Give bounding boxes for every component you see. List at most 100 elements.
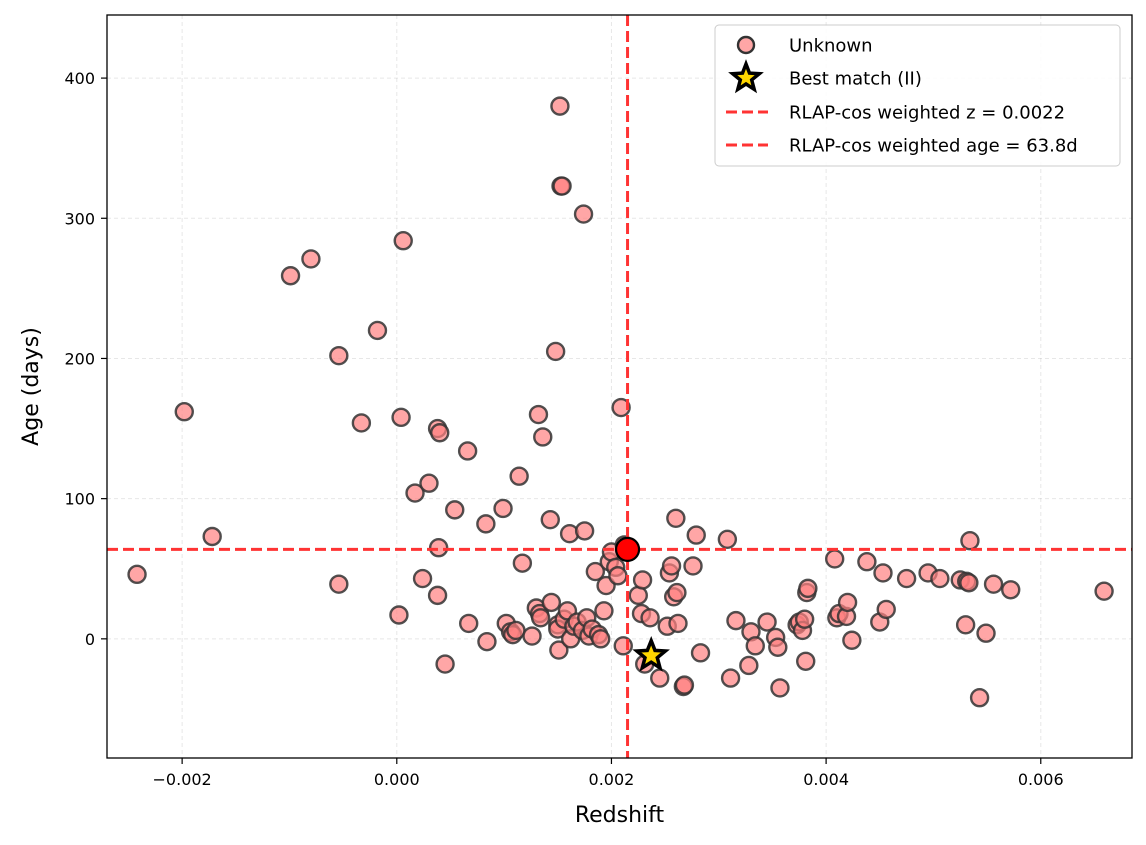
legend-unknown-icon <box>736 35 756 55</box>
data-point <box>509 466 529 486</box>
data-point <box>541 592 562 613</box>
data-point <box>477 631 497 652</box>
x-tick-label: −0.002 <box>153 770 212 789</box>
legend-label-best-match: Best match (II) <box>789 69 922 90</box>
data-point <box>955 615 976 635</box>
plot-frame <box>106 14 1133 759</box>
data-point <box>796 651 816 671</box>
data-point <box>726 610 746 631</box>
data-point <box>573 204 594 224</box>
data-point <box>666 508 686 528</box>
data-point <box>419 473 439 493</box>
data-point <box>550 96 570 116</box>
data-point <box>857 552 877 572</box>
data-point <box>976 623 996 643</box>
data-point <box>459 613 479 634</box>
weighted-estimate-marker <box>614 536 641 562</box>
data-point <box>686 525 706 545</box>
data-point <box>608 566 628 586</box>
x-axis-label: Redshift <box>575 803 665 828</box>
x-tick-label: 0.000 <box>374 770 420 789</box>
y-tick-label: 400 <box>64 69 95 88</box>
data-point <box>739 655 759 676</box>
data-point <box>896 568 917 589</box>
data-point <box>493 498 513 519</box>
data-point <box>768 637 788 657</box>
data-point <box>405 483 425 503</box>
data-point <box>690 643 711 663</box>
y-tick-label: 200 <box>64 349 95 368</box>
data-point <box>280 266 301 286</box>
data-point <box>435 654 455 674</box>
best-match-star <box>632 635 670 672</box>
data-points <box>127 96 1114 708</box>
data-point <box>1001 580 1021 600</box>
data-point <box>757 612 777 632</box>
data-point <box>127 564 147 585</box>
data-point <box>591 629 611 649</box>
data-point <box>202 526 222 547</box>
data-point <box>650 668 670 688</box>
data-point <box>661 556 682 576</box>
legend: Unknown Best match (II) RLAP-cos weighte… <box>714 24 1121 167</box>
axis-ticks: −0.002 0.000 0.002 0.004 0.006 0 100 200 300 400 <box>64 69 1063 789</box>
data-point <box>824 549 845 569</box>
legend-label-unknown: Unknown <box>789 36 873 57</box>
highlight-markers <box>614 536 670 672</box>
data-point <box>512 553 533 573</box>
data-point <box>667 582 687 603</box>
data-point <box>329 345 349 366</box>
x-tick-label: 0.004 <box>803 770 849 789</box>
y-axis-label: Age (days) <box>19 327 44 446</box>
data-point <box>351 413 372 433</box>
data-point <box>1094 581 1114 601</box>
data-point <box>549 640 569 660</box>
data-point <box>393 231 413 251</box>
data-point <box>674 675 695 695</box>
y-tick-label: 300 <box>64 209 95 228</box>
data-point <box>552 176 572 196</box>
data-point <box>428 538 449 558</box>
data-point <box>457 441 478 461</box>
data-point <box>545 341 566 362</box>
legend-label-weighted-age: RLAP-cos weighted age = 63.8d <box>789 136 1078 157</box>
data-point <box>329 574 349 594</box>
data-point <box>174 402 194 422</box>
y-tick-label: 100 <box>64 490 95 509</box>
data-point <box>533 427 553 447</box>
data-point <box>837 592 858 613</box>
legend-best-match-star-icon <box>728 59 764 94</box>
data-point <box>668 613 688 634</box>
data-point <box>959 573 979 593</box>
data-point <box>770 678 790 698</box>
data-point <box>585 561 606 582</box>
data-point <box>960 531 980 551</box>
data-point <box>594 601 614 621</box>
data-point <box>389 605 409 625</box>
data-point <box>983 574 1004 594</box>
data-point <box>522 626 542 646</box>
x-tick-label: 0.006 <box>1018 770 1064 789</box>
data-point <box>632 570 653 590</box>
data-point <box>969 688 990 708</box>
data-point <box>720 668 741 688</box>
data-point <box>506 620 526 641</box>
data-point <box>301 249 321 269</box>
data-point <box>476 514 496 534</box>
data-point <box>611 397 631 418</box>
data-point <box>391 407 411 428</box>
data-point <box>427 585 448 606</box>
data-point <box>683 556 703 576</box>
data-point <box>613 636 633 656</box>
data-point <box>930 568 950 589</box>
data-point <box>540 509 560 530</box>
data-point <box>873 563 893 583</box>
data-point <box>367 320 388 341</box>
data-point <box>574 521 595 541</box>
data-point <box>794 609 815 629</box>
data-point <box>412 568 433 589</box>
y-tick-label: 0 <box>85 630 95 649</box>
data-point <box>445 500 465 520</box>
data-point <box>745 636 765 656</box>
